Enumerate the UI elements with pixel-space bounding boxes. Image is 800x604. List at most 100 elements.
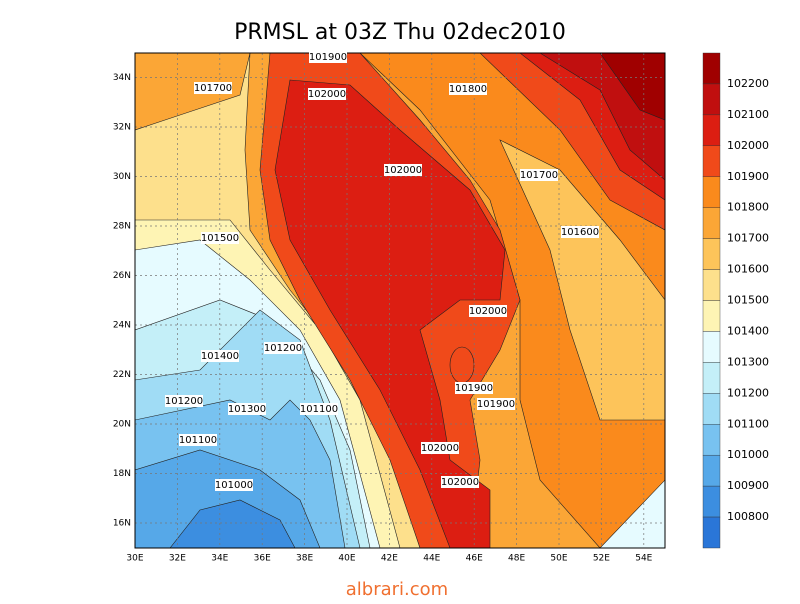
contour-label-box — [469, 305, 507, 317]
contour-label: 102000 — [421, 443, 459, 454]
contour-label-box — [194, 82, 232, 94]
colorbar-cell — [702, 331, 721, 363]
lat-label: 34N — [113, 73, 131, 83]
colorbar-cell — [702, 300, 721, 332]
colorbar-cell — [702, 516, 721, 549]
contour-label: 101700 — [194, 83, 232, 94]
contour-label: 101700 — [520, 170, 558, 181]
colorbar-label: 102100 — [727, 108, 769, 121]
colorbar-cell — [702, 424, 721, 456]
contour-label: 102000 — [469, 306, 507, 317]
colorbar-label: 102000 — [727, 139, 769, 152]
colorbar-label: 101400 — [727, 324, 769, 337]
contour-label-box — [228, 403, 266, 415]
footer: albrari.com — [346, 579, 448, 600]
contour-label-box — [179, 434, 217, 446]
contour-label: 101400 — [201, 351, 239, 362]
colorbar-label: 101500 — [727, 294, 769, 307]
contour-label: 101500 — [201, 233, 239, 244]
colorbar-label: 101300 — [727, 355, 769, 368]
colorbar-label: 101700 — [727, 232, 769, 245]
colorbar-label: 101100 — [727, 417, 769, 430]
lat-label: 24N — [113, 321, 131, 331]
lon-label: 38E — [296, 554, 313, 564]
lat-label: 16N — [113, 519, 131, 529]
colorbar-cell — [702, 176, 721, 208]
colorbar-cell — [702, 485, 721, 518]
lon-label: 44E — [423, 554, 440, 564]
contour-label-box — [201, 350, 239, 362]
colorbar-label: 101900 — [727, 170, 769, 183]
colorbar-label: 102200 — [727, 77, 769, 90]
lat-label: 30N — [113, 172, 131, 182]
lat-label: 28N — [113, 222, 131, 232]
contour-label-box — [520, 169, 558, 181]
contour-label-box — [384, 164, 422, 176]
contour-label: 101900 — [455, 383, 493, 394]
contour-label-box — [300, 403, 338, 415]
contour-label: 101100 — [300, 404, 338, 415]
contour-label: 101200 — [165, 396, 203, 407]
contour-label-box — [421, 442, 459, 454]
colorbar-cell — [702, 362, 721, 394]
lat-label: 22N — [113, 370, 131, 380]
lon-label: 54E — [635, 554, 652, 564]
contour-label-box — [264, 342, 302, 354]
colorbar-cell — [702, 454, 721, 487]
colorbar-cell — [702, 269, 721, 301]
lon-label: 46E — [466, 554, 483, 564]
lon-label: 52E — [593, 554, 610, 564]
contour-label: 101600 — [561, 227, 599, 238]
grid: 30E 32E 34E 36E 38E 40E 42E 44E 46E 48E 50E 52E 54E 1… — [113, 53, 665, 564]
contour-label: 101300 — [228, 404, 266, 415]
lon-label: 50E — [550, 554, 567, 564]
lon-label: 32E — [169, 554, 186, 564]
contour-label-box — [309, 51, 347, 63]
contour-label: 102000 — [441, 477, 479, 488]
contour-label-box — [455, 382, 493, 394]
contour-label-box — [449, 83, 487, 95]
colorbar-label: 101000 — [727, 448, 769, 461]
contour-label: 101900 — [309, 52, 347, 63]
lat-label: 18N — [113, 469, 131, 479]
contour-label-box — [201, 232, 239, 244]
lat-label: 32N — [113, 123, 131, 133]
lon-label: 36E — [254, 554, 271, 564]
colorbar-label: 100900 — [727, 479, 769, 492]
contour-label: 101100 — [179, 435, 217, 446]
colorbar-cell — [702, 83, 721, 116]
lon-label: 30E — [126, 554, 143, 564]
contour-label: 101900 — [477, 399, 515, 410]
lon-label: 42E — [381, 554, 398, 564]
contour-label-box — [561, 226, 599, 238]
colorbar-cell — [702, 145, 721, 177]
title: PRMSL at 03Z Thu 02dec2010 — [234, 20, 566, 45]
contour-label-box — [165, 395, 203, 407]
contour-label-box — [477, 398, 515, 410]
lon-label: 34E — [211, 554, 228, 564]
colorbar-cell — [702, 238, 721, 270]
colorbar-cell — [702, 207, 721, 239]
colorbar-cell — [702, 393, 721, 425]
colorbar-label: 101600 — [727, 263, 769, 276]
contour-label: 101000 — [215, 480, 253, 491]
lon-label: 48E — [508, 554, 525, 564]
colorbar-label: 100800 — [727, 510, 769, 523]
contour-label: 101200 — [264, 343, 302, 354]
lat-label: 20N — [113, 420, 131, 430]
contour-label: 101800 — [449, 84, 487, 95]
colorbar-cell — [702, 52, 721, 85]
lat-label: 26N — [113, 271, 131, 281]
map-frame — [134, 52, 666, 549]
colorbar-label: 101200 — [727, 386, 769, 399]
contour-label-box — [215, 479, 253, 491]
colorbar: 102200 102100 102000 101900 101800 101700 1016… — [702, 52, 769, 549]
contour-label: 102000 — [384, 165, 422, 176]
contour-label: 102000 — [308, 89, 346, 100]
colorbar-cell — [702, 114, 721, 147]
lon-label: 40E — [338, 554, 355, 564]
contour-labels: 101900 101700 102000 101800 102000 101700 1016… — [165, 51, 599, 491]
contour-label-box — [441, 476, 479, 488]
colorbar-label: 101800 — [727, 201, 769, 214]
